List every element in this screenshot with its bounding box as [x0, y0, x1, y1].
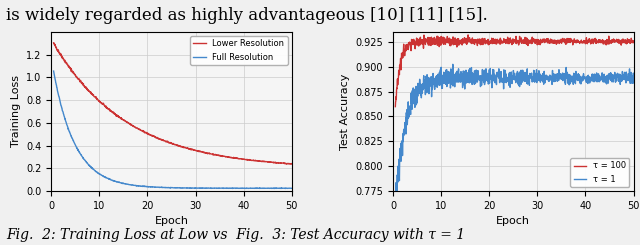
Lower Resolution: [155, 137, 163, 140]
Full Resolution: [236, 187, 243, 190]
Line: Full Resolution: Full Resolution: [54, 71, 292, 189]
Full Resolution: [282, 187, 289, 190]
τ = 100: [464, 33, 472, 36]
Lower Resolution: [240, 158, 248, 161]
τ = 1: [497, 79, 504, 82]
X-axis label: Epoch: Epoch: [154, 216, 189, 226]
τ = 1: [449, 63, 457, 66]
Legend: Lower Resolution, Full Resolution: Lower Resolution, Full Resolution: [190, 36, 288, 65]
Text: Fig.  2: Training Loss at Low vs  Fig.  3: Test Accuracy with τ = 1: Fig. 2: Training Loss at Low vs Fig. 3: …: [6, 228, 465, 242]
τ = 100: [392, 105, 399, 108]
τ = 1: [416, 78, 424, 81]
Lower Resolution: [50, 41, 58, 44]
X-axis label: Epoch: Epoch: [496, 216, 531, 226]
τ = 1: [582, 79, 589, 82]
Lower Resolution: [236, 157, 243, 160]
τ = 100: [582, 40, 589, 43]
Lower Resolution: [74, 77, 82, 80]
τ = 100: [488, 37, 496, 40]
Line: Lower Resolution: Lower Resolution: [54, 43, 292, 164]
Full Resolution: [288, 187, 296, 190]
τ = 1: [630, 75, 637, 78]
Full Resolution: [50, 70, 58, 73]
τ = 100: [630, 40, 637, 43]
τ = 100: [577, 39, 585, 42]
Full Resolution: [74, 148, 82, 151]
Full Resolution: [240, 187, 248, 190]
Text: is widely regarded as highly advantageous [10] [11] [15].: is widely regarded as highly advantageou…: [6, 7, 488, 24]
Lower Resolution: [286, 163, 294, 166]
τ = 1: [392, 215, 399, 218]
Full Resolution: [155, 186, 163, 189]
τ = 100: [497, 37, 504, 40]
Full Resolution: [213, 187, 221, 190]
Lower Resolution: [146, 133, 154, 136]
τ = 100: [416, 43, 424, 46]
Line: τ = 100: τ = 100: [396, 35, 634, 107]
τ = 1: [488, 86, 496, 89]
Lower Resolution: [288, 162, 296, 165]
τ = 1: [577, 77, 585, 80]
τ = 100: [556, 42, 563, 45]
τ = 1: [556, 75, 563, 78]
Lower Resolution: [213, 154, 221, 157]
Line: τ = 1: τ = 1: [396, 64, 634, 217]
Y-axis label: Test Accuracy: Test Accuracy: [340, 73, 350, 150]
Full Resolution: [146, 185, 154, 188]
Y-axis label: Training Loss: Training Loss: [10, 75, 20, 147]
Legend: τ = 100, τ = 1: τ = 100, τ = 1: [570, 158, 629, 187]
